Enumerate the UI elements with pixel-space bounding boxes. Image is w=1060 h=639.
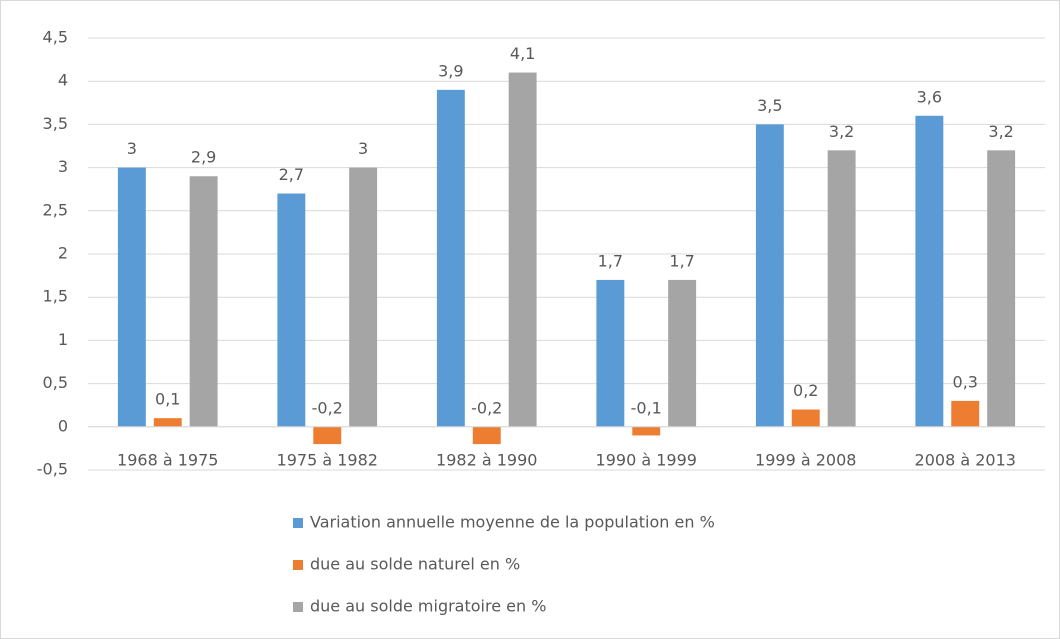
- bar: [153, 418, 182, 427]
- value-label: -0,1: [631, 398, 662, 417]
- value-label: 0,1: [155, 390, 180, 409]
- y-tick-label: 3: [58, 157, 68, 176]
- value-label: 3,9: [438, 61, 463, 80]
- legend-label: due au solde naturel en %: [310, 555, 520, 574]
- y-tick-label: 0,5: [43, 373, 68, 392]
- x-tick-label: 1999 à 2008: [755, 451, 856, 470]
- bar: [755, 124, 784, 427]
- bar: [596, 279, 625, 427]
- value-label: -0,2: [312, 398, 343, 417]
- y-tick-label: 3,5: [43, 114, 68, 133]
- value-label: -0,2: [471, 398, 502, 417]
- bar: [313, 426, 342, 445]
- value-label: 3: [127, 139, 137, 158]
- legend-swatch: [293, 602, 303, 612]
- bar: [189, 176, 218, 427]
- y-tick-label: 4: [58, 71, 68, 90]
- x-tick-label: 1975 à 1982: [277, 451, 378, 470]
- y-tick-label: 2,5: [43, 200, 68, 219]
- x-tick-label: 1982 à 1990: [436, 451, 537, 470]
- value-label: 1,7: [669, 251, 694, 270]
- value-label: 0,2: [793, 381, 818, 400]
- bar: [472, 426, 501, 445]
- value-label: 3,2: [988, 122, 1013, 141]
- legend-label: Variation annuelle moyenne de la populat…: [310, 513, 715, 532]
- x-tick-label: 2008 à 2013: [915, 451, 1016, 470]
- y-tick-label: 1,5: [43, 287, 68, 306]
- legend-swatch: [293, 518, 303, 528]
- value-label: 3,5: [757, 96, 782, 115]
- legend-label: due au solde migratoire en %: [310, 597, 546, 616]
- y-tick-label: 4,5: [43, 28, 68, 47]
- bar: [827, 150, 856, 427]
- y-tick-label: 0: [58, 416, 68, 435]
- value-label: 3,2: [829, 122, 854, 141]
- y-tick-label: -0,5: [37, 460, 68, 479]
- y-tick-label: 1: [58, 330, 68, 349]
- bar: [436, 89, 465, 427]
- bar: [791, 409, 820, 427]
- y-tick-label: 2: [58, 244, 68, 263]
- value-label: 2,7: [279, 165, 304, 184]
- bar: [632, 426, 661, 436]
- value-label: 4,1: [510, 44, 535, 63]
- bar: [117, 167, 146, 427]
- bar: [277, 193, 306, 427]
- bar: [668, 279, 697, 427]
- bar: [508, 72, 537, 427]
- bar: [987, 150, 1016, 427]
- bar: [915, 115, 944, 427]
- x-tick-label: 1990 à 1999: [596, 451, 697, 470]
- bar: [951, 400, 980, 427]
- value-label: 1,7: [598, 251, 623, 270]
- legend-swatch: [293, 560, 303, 570]
- value-label: 2,9: [191, 148, 216, 167]
- value-label: 0,3: [953, 372, 978, 391]
- value-label: 3,6: [917, 87, 942, 106]
- x-tick-label: 1968 à 1975: [117, 451, 218, 470]
- value-label: 3: [358, 139, 368, 158]
- bar: [349, 167, 378, 427]
